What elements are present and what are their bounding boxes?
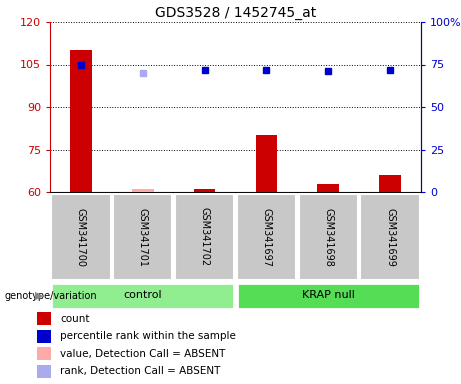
Text: KRAP null: KRAP null bbox=[302, 290, 355, 300]
Bar bbox=[299, 194, 358, 280]
Bar bbox=[51, 194, 111, 280]
Bar bbox=[318, 184, 339, 192]
Text: count: count bbox=[60, 314, 89, 324]
Text: ▶: ▶ bbox=[35, 291, 43, 301]
Bar bbox=[379, 175, 401, 192]
Bar bbox=[194, 189, 215, 192]
Text: value, Detection Call = ABSENT: value, Detection Call = ABSENT bbox=[60, 349, 225, 359]
Bar bbox=[70, 50, 92, 192]
Text: GSM341702: GSM341702 bbox=[200, 207, 210, 266]
Bar bbox=[237, 283, 420, 309]
Text: GSM341697: GSM341697 bbox=[261, 207, 272, 266]
Text: GSM341699: GSM341699 bbox=[385, 208, 395, 266]
Title: GDS3528 / 1452745_at: GDS3528 / 1452745_at bbox=[155, 6, 316, 20]
Text: GSM341700: GSM341700 bbox=[76, 207, 86, 266]
Text: GSM341698: GSM341698 bbox=[323, 208, 333, 266]
Text: control: control bbox=[124, 290, 162, 300]
Bar bbox=[113, 194, 172, 280]
Bar bbox=[255, 135, 277, 192]
Bar bbox=[37, 313, 51, 325]
Bar bbox=[361, 194, 420, 280]
Bar bbox=[37, 365, 51, 377]
Bar bbox=[132, 189, 154, 192]
Text: percentile rank within the sample: percentile rank within the sample bbox=[60, 331, 236, 341]
Bar bbox=[37, 330, 51, 343]
Text: rank, Detection Call = ABSENT: rank, Detection Call = ABSENT bbox=[60, 366, 220, 376]
Bar bbox=[37, 348, 51, 360]
Text: genotype/variation: genotype/variation bbox=[5, 291, 97, 301]
Text: GSM341701: GSM341701 bbox=[138, 207, 148, 266]
Bar bbox=[237, 194, 296, 280]
Bar bbox=[51, 283, 234, 309]
Bar bbox=[175, 194, 234, 280]
